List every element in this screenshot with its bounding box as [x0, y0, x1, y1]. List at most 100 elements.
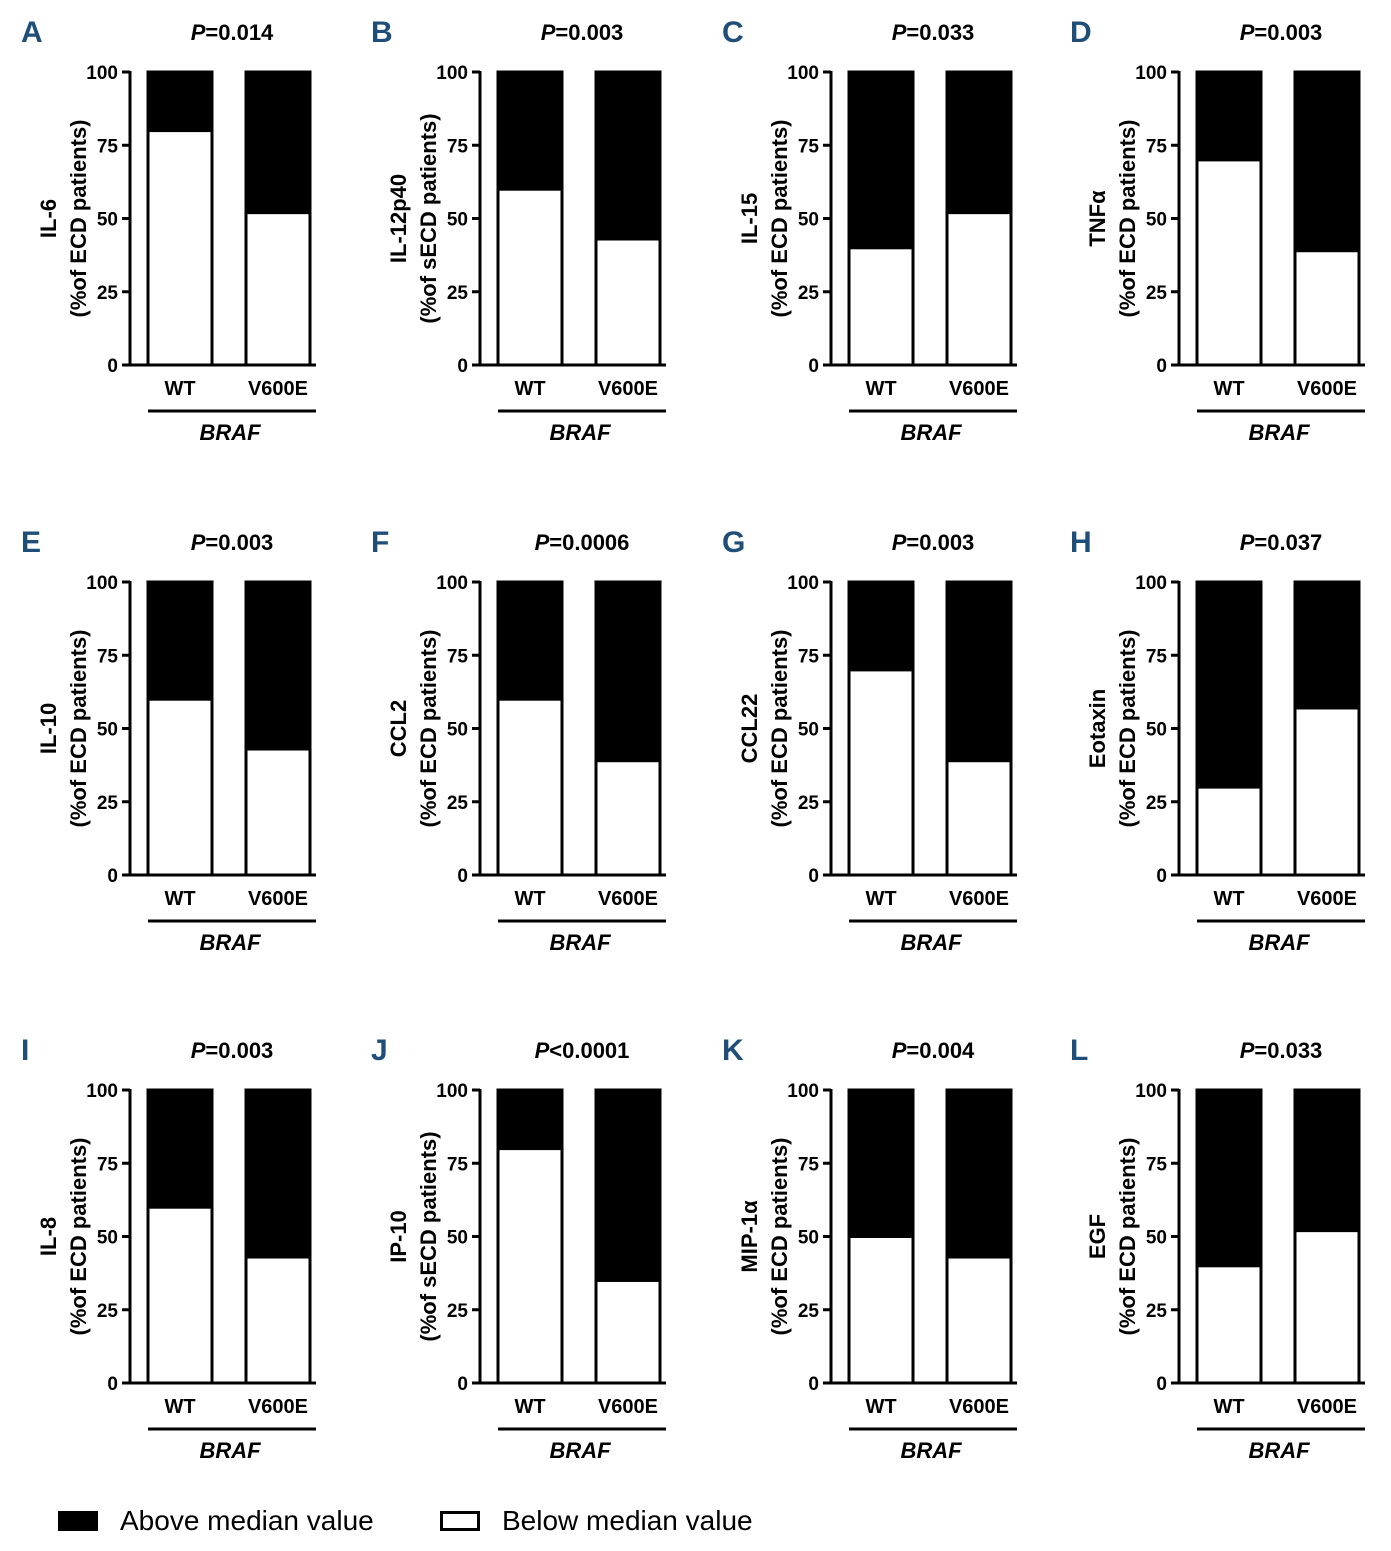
- bar-outline: [847, 1088, 915, 1385]
- group-label: BRAF: [900, 930, 962, 955]
- bar-segment-below: [1293, 1229, 1361, 1385]
- panel-letter: F: [371, 526, 389, 559]
- y-tick-label: 25: [447, 283, 469, 304]
- y-tick-label: 100: [787, 1081, 819, 1102]
- p-value-title: P=0.037: [1240, 530, 1323, 555]
- panel-g: G P=0.003 CCL22 (%of ECD patients) 0 25 50 75 10…: [722, 526, 1017, 955]
- bar-segment-below: [1293, 706, 1361, 877]
- x-tick-label: WT: [514, 888, 545, 910]
- panel-a: A P=0.014 IL-6 (%of ECD patients) 0 25 50 75 100…: [21, 16, 316, 445]
- panel-b: B P=0.003 IL-12p40 (%of sECD patients) 0 25 50…: [371, 16, 666, 445]
- panel-h: H P=0.037 Eotaxin (%of ECD patients) 0 25 50 75…: [1070, 526, 1365, 955]
- bar-segment-above: [498, 72, 562, 190]
- y-axis-label-unit: (%of ECD patients): [1115, 1138, 1140, 1336]
- y-axis-label-unit: (%of ECD patients): [767, 1138, 792, 1336]
- bar-segment-below: [594, 1278, 662, 1385]
- panel-letter: D: [1070, 16, 1092, 49]
- bar-segment-below: [146, 129, 214, 367]
- bar-segment-above: [1295, 72, 1359, 251]
- x-tick-label: V600E: [1297, 888, 1357, 910]
- bar-segment-below: [847, 668, 915, 877]
- bar-segment-above: [498, 582, 562, 700]
- x-tick-label: V600E: [1297, 378, 1357, 400]
- panel-j: J P<0.0001 IP-10 (%of sECD patients) 0 25 50 75…: [371, 1034, 666, 1463]
- y-tick-label: 25: [97, 793, 119, 814]
- x-tick-label: WT: [865, 888, 896, 910]
- p-value-title: P=0.003: [892, 530, 975, 555]
- bar-outline: [244, 580, 312, 877]
- y-tick-label: 75: [798, 136, 820, 157]
- y-tick-label: 50: [97, 1228, 118, 1249]
- y-tick-label: 50: [447, 720, 468, 741]
- y-tick-label: 100: [436, 1081, 468, 1102]
- y-tick-label: 75: [798, 1154, 820, 1175]
- y-axis-label-name: IL-6: [36, 199, 61, 238]
- x-tick-label: WT: [1213, 1396, 1244, 1418]
- y-axis-label-unit: (%of ECD patients): [1115, 630, 1140, 828]
- group-label: BRAF: [549, 420, 611, 445]
- bar-segment-below: [146, 697, 214, 877]
- y-tick-label: 0: [1156, 866, 1167, 887]
- y-tick-label: 0: [808, 1374, 819, 1395]
- y-axis-label-unit: (%of ECD patients): [66, 1138, 91, 1336]
- bar-outline: [594, 580, 662, 877]
- x-tick-label: V600E: [598, 1396, 658, 1418]
- panel-letter: G: [722, 526, 745, 559]
- panel-d: D P=0.003 TNFα (%of ECD patients) 0 25 50 75 100…: [1070, 16, 1365, 445]
- bar-outline: [496, 580, 564, 877]
- bar-segment-above: [148, 582, 212, 700]
- bar-segment-below: [945, 759, 1013, 877]
- legend-swatch-above: [58, 1511, 98, 1531]
- y-tick-label: 50: [1146, 1228, 1167, 1249]
- legend-item-below: Below median value: [440, 1505, 753, 1537]
- x-tick-label: V600E: [1297, 1396, 1357, 1418]
- y-tick-label: 75: [1146, 646, 1168, 667]
- y-axis-label-name: EGF: [1085, 1214, 1110, 1259]
- bar-segment-above: [947, 72, 1011, 213]
- group-label: BRAF: [900, 1438, 962, 1463]
- bar-outline: [1293, 70, 1361, 367]
- bar-segment-above: [849, 72, 913, 248]
- legend-item-above: Above median value: [58, 1505, 374, 1537]
- panel-c: C P=0.033 IL-15 (%of ECD patients) 0 25 50 75 10…: [722, 16, 1017, 445]
- bar-outline: [847, 580, 915, 877]
- y-tick-label: 0: [457, 1374, 468, 1395]
- bar-segment-below: [146, 1205, 214, 1385]
- y-tick-label: 50: [97, 210, 118, 231]
- panel-letter: E: [21, 526, 41, 559]
- bar-segment-below: [945, 1255, 1013, 1385]
- y-tick-label: 100: [1135, 1081, 1167, 1102]
- x-tick-label: V600E: [949, 888, 1009, 910]
- bar-segment-above: [1197, 582, 1261, 788]
- panel-i: I P=0.003 IL-8 (%of ECD patients) 0 25 50 75 100…: [21, 1034, 316, 1463]
- y-tick-label: 0: [808, 356, 819, 377]
- bar-segment-above: [947, 582, 1011, 761]
- y-tick-label: 0: [1156, 1374, 1167, 1395]
- bar-segment-above: [1197, 1090, 1261, 1266]
- y-axis-label: IL-12p40 (%of sECD patients): [386, 113, 441, 323]
- y-axis-label-unit: (%of ECD patients): [767, 630, 792, 828]
- bar-segment-above: [148, 72, 212, 131]
- group-label: BRAF: [1248, 1438, 1310, 1463]
- panel-letter: B: [371, 16, 393, 49]
- group-label: BRAF: [1248, 420, 1310, 445]
- bar-segment-below: [496, 697, 564, 877]
- x-tick-label: WT: [514, 378, 545, 400]
- y-axis-label: TNFα (%of ECD patients): [1085, 120, 1140, 318]
- bar-segment-above: [849, 582, 913, 670]
- bar-segment-above: [596, 1090, 660, 1281]
- y-tick-label: 25: [798, 1301, 820, 1322]
- bar-segment-below: [1195, 158, 1263, 367]
- x-tick-label: WT: [1213, 888, 1244, 910]
- x-tick-label: V600E: [598, 378, 658, 400]
- y-tick-label: 25: [798, 283, 820, 304]
- y-tick-label: 100: [86, 1081, 118, 1102]
- y-tick-label: 50: [97, 720, 118, 741]
- y-axis-label-unit: (%of ECD patients): [767, 120, 792, 318]
- bar-outline: [945, 70, 1013, 367]
- panel-letter: H: [1070, 526, 1092, 559]
- x-tick-label: WT: [865, 1396, 896, 1418]
- y-axis-label: IL-15 (%of ECD patients): [737, 120, 792, 318]
- bar-outline: [1195, 1088, 1263, 1385]
- y-tick-label: 75: [798, 646, 820, 667]
